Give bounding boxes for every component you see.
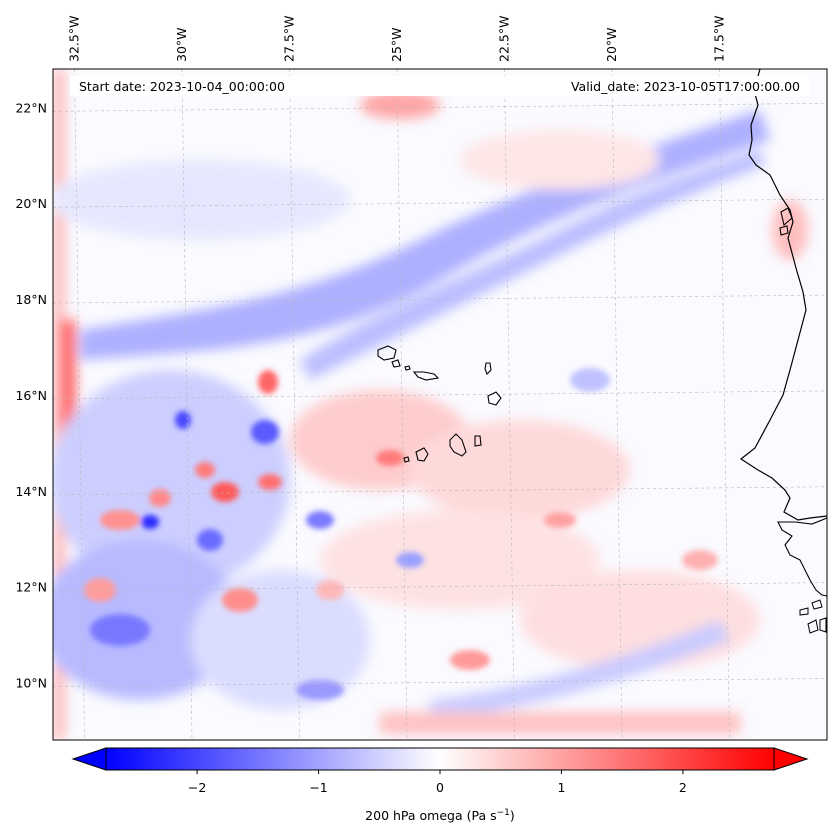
gridline-lon-2 (289, 69, 300, 740)
coastline-senegal-inlet (779, 207, 793, 236)
colorbar-units-exponent: −1 (497, 808, 510, 818)
island-sao-nicolau (412, 371, 440, 381)
lat-tick-label-3: 16°N (15, 388, 47, 403)
gridline-lon-0 (74, 69, 85, 740)
island-fogo (415, 447, 429, 462)
island-santiago (449, 433, 467, 457)
colorbar-extend-max (773, 747, 809, 771)
gridlines (53, 69, 827, 740)
cape-verde-islands (377, 345, 502, 463)
lat-tick-label-1: 12°N (15, 580, 47, 595)
island-sao-vicente (391, 359, 401, 368)
map-frame (52, 68, 828, 741)
map-panel: Start date: 2023-10-04_00:00:00 Valid_da… (52, 68, 828, 741)
gridline-lon-5 (611, 69, 623, 740)
island-brava (403, 456, 410, 463)
lon-tick-label-3: 25°W (389, 27, 404, 62)
lat-tick-label-4: 18°N (15, 292, 47, 307)
lat-tick-label-2: 14°N (15, 484, 47, 499)
colorbar-tick-label-0: −2 (188, 780, 206, 795)
lon-tick-label-5: 20°W (604, 27, 619, 62)
colorbar-tick-label-4: 2 (679, 780, 687, 795)
valid-date-label: Valid_date: 2023-10-05T17:00:00.00 (571, 79, 800, 94)
lat-tick-label-0: 10°N (15, 675, 47, 690)
island-boa-vista (487, 391, 502, 406)
longitude-labels: 32.5°W 30°W 27.5°W 25°W 22.5°W 20°W 17.5°W (67, 16, 727, 62)
colorbar: −2 −1 0 1 2 200 hPa omega (Pa s−1) (71, 747, 809, 823)
colorbar-tick-label-3: 1 (557, 780, 565, 795)
colorbar-variable: 200 hPa omega (365, 808, 462, 823)
lon-tick-label-4: 22.5°W (497, 16, 512, 62)
colorbar-label: 200 hPa omega (Pa s−1) (365, 808, 515, 823)
header-box (70, 76, 810, 96)
lat-tick-label-6: 22°N (15, 100, 47, 115)
island-santa-luzia (404, 365, 411, 371)
colorbar-tick-label-2: 0 (436, 780, 444, 795)
colorbar-gradient (105, 747, 775, 771)
start-date-label: Start date: 2023-10-04_00:00:00 (79, 79, 285, 94)
gridline-lon-6 (719, 69, 730, 740)
island-maio (474, 435, 482, 447)
gridline-lon-1 (181, 69, 193, 740)
coastline-west-africa (739, 68, 828, 521)
gridline-lon-3 (396, 69, 408, 740)
colorbar-extend-min (71, 747, 107, 771)
omega-field (53, 69, 808, 740)
island-sal (484, 362, 492, 375)
lon-tick-label-2: 27.5°W (282, 16, 297, 62)
colorbar-ticks: −2 −1 0 1 2 (188, 770, 687, 795)
colorbar-units: Pa s (472, 808, 497, 823)
lat-tick-label-5: 20°N (15, 196, 47, 211)
gridline-lon-4 (504, 69, 515, 740)
coastline-guinea-bissau (777, 517, 828, 597)
lon-tick-label-0: 32.5°W (67, 16, 82, 62)
lon-tick-label-6: 17.5°W (712, 16, 727, 62)
colorbar-tick-label-1: −1 (309, 780, 327, 795)
lon-tick-label-1: 30°W (174, 27, 189, 62)
coastline-bijagos-islands (799, 599, 827, 634)
latitude-labels: 10°N 12°N 14°N 16°N 18°N 20°N 22°N (15, 100, 47, 690)
island-santo-antao (377, 345, 397, 361)
